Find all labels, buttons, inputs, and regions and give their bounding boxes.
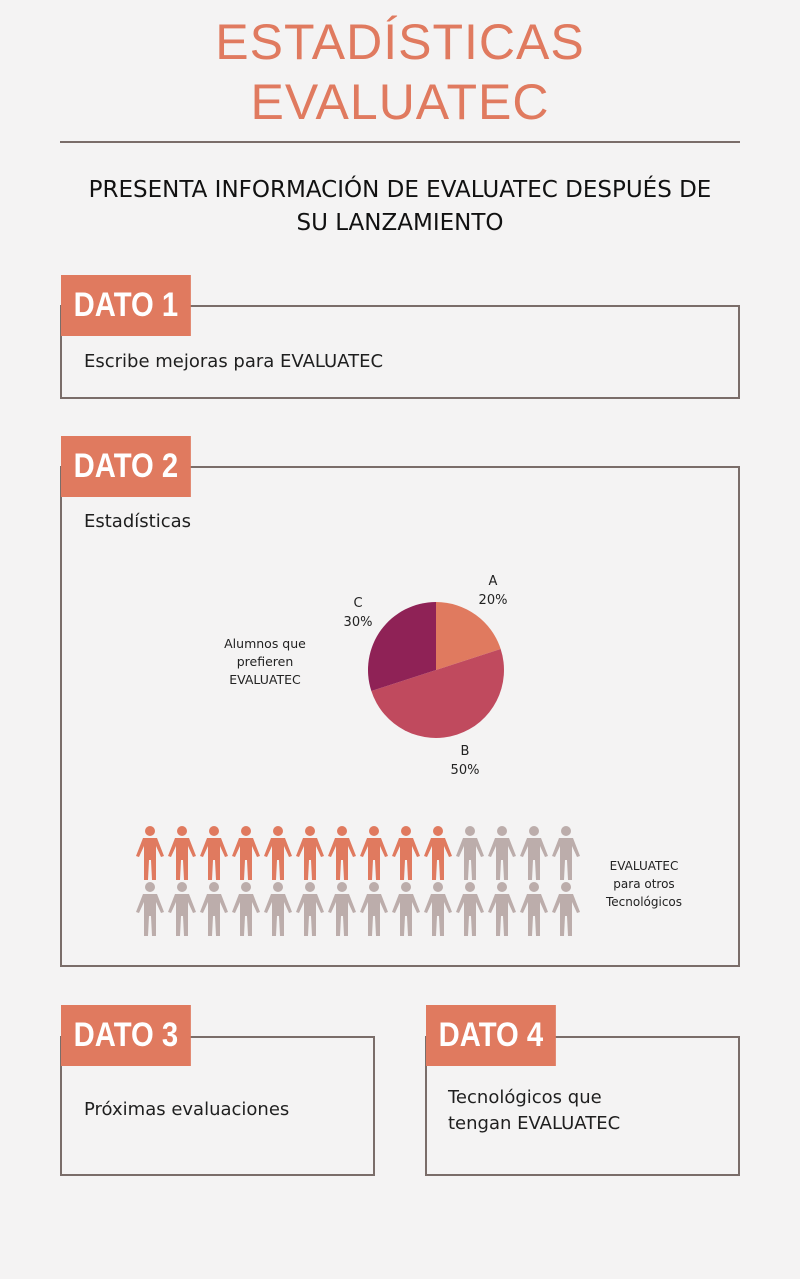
- card-dato-1: [60, 305, 740, 399]
- card-dato-3-text: Próximas evaluaciones: [84, 1099, 290, 1120]
- subtitle-line-1: PRESENTA INFORMACIÓN DE EVALUATEC DESPUÉ…: [88, 177, 712, 203]
- page-subtitle: PRESENTA INFORMACIÓN DE EVALUATEC DESPUÉ…: [60, 174, 740, 240]
- title-line-2: EVALUATEC: [250, 74, 550, 130]
- card-dato-4-line-1: Tecnológicos que: [448, 1087, 602, 1108]
- pictogram-caption-line-3: Tecnológicos: [605, 895, 683, 909]
- pie-label-c-value: 30%: [343, 615, 373, 630]
- pie-label-c: C 30%: [337, 594, 379, 632]
- pictogram-caption-line-2: para otros: [613, 877, 675, 891]
- pie-label-b-name: B: [460, 744, 470, 759]
- card-dato-4-line-2: tengan EVALUATEC: [448, 1113, 621, 1134]
- pie-title-line-3: EVALUATEC: [229, 672, 301, 687]
- title-line-1: ESTADÍSTICAS: [215, 14, 585, 70]
- tag-dato-4: DATO 4: [426, 1005, 556, 1066]
- card-dato-2: [60, 466, 740, 967]
- card-dato-4-text: Tecnológicos que tengan EVALUATEC: [448, 1085, 620, 1137]
- tag-dato-1: DATO 1: [61, 275, 191, 336]
- card-dato-1-text: Escribe mejoras para EVALUATEC: [84, 351, 384, 372]
- pie-label-a-value: 20%: [478, 593, 508, 608]
- pie-label-b: B 50%: [444, 742, 486, 780]
- title-divider: [60, 141, 740, 143]
- tag-dato-2: DATO 2: [61, 436, 191, 497]
- pie-label-a: A 20%: [472, 572, 514, 610]
- pie-title-line-2: prefieren: [236, 654, 294, 669]
- subtitle-line-2: SU LANZAMIENTO: [296, 210, 504, 236]
- card-dato-2-text: Estadísticas: [84, 511, 192, 532]
- card-dato-4: [425, 1036, 740, 1176]
- page-title: ESTADÍSTICAS EVALUATEC: [0, 12, 800, 132]
- pictogram-caption: EVALUATEC para otros Tecnológicos: [596, 857, 692, 911]
- pie-title-line-1: Alumnos que: [224, 636, 306, 651]
- pie-chart-title: Alumnos que prefieren EVALUATEC: [214, 635, 316, 689]
- card-dato-3: [60, 1036, 375, 1176]
- pictogram-caption-line-1: EVALUATEC: [609, 859, 679, 873]
- pie-label-a-name: A: [488, 574, 498, 589]
- pie-label-b-value: 50%: [450, 763, 480, 778]
- tag-dato-3: DATO 3: [61, 1005, 191, 1066]
- pie-label-c-name: C: [353, 596, 363, 611]
